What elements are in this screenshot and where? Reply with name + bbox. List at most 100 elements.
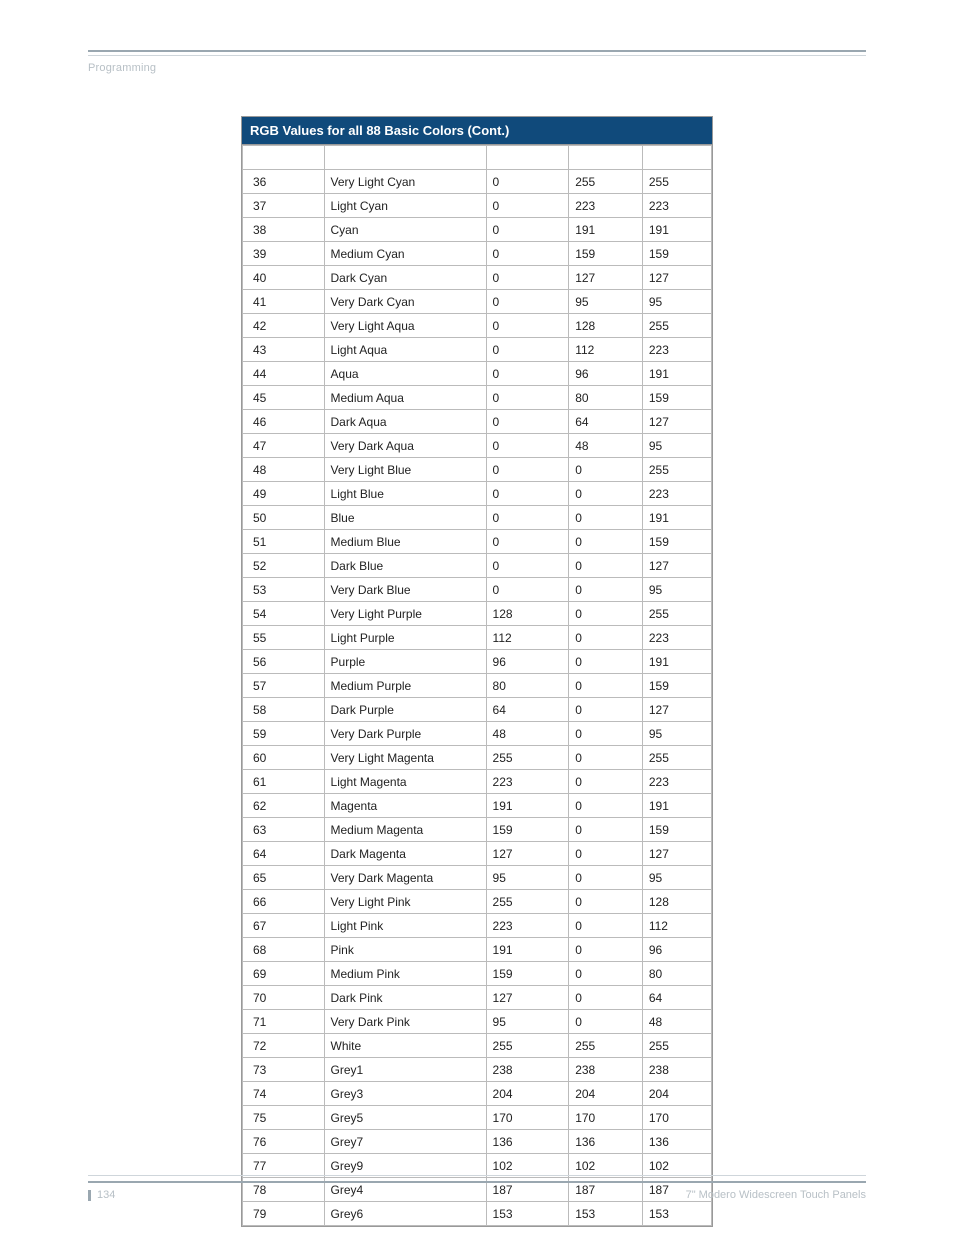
table-cell: 255	[486, 890, 569, 914]
table-cell: 0	[569, 506, 643, 530]
table-cell: 204	[569, 1082, 643, 1106]
table-cell: 95	[642, 434, 711, 458]
table-cell: 191	[642, 506, 711, 530]
table-row: 55Light Purple1120223	[243, 626, 712, 650]
table-cell: 127	[569, 266, 643, 290]
table-cell: Blue	[324, 506, 486, 530]
rgb-table: RGB Values for all 88 Basic Colors (Cont…	[241, 116, 713, 1227]
table-cell: Dark Pink	[324, 986, 486, 1010]
footer-rule	[88, 1181, 866, 1183]
table-cell: Light Blue	[324, 482, 486, 506]
table-cell: 55	[243, 626, 325, 650]
table-cell: 127	[642, 698, 711, 722]
table-cell: 238	[569, 1058, 643, 1082]
table-cell: 127	[642, 410, 711, 434]
table-cell: 0	[569, 914, 643, 938]
table-cell: Grey1	[324, 1058, 486, 1082]
page-number: 134	[88, 1189, 115, 1201]
table-cell: 159	[569, 242, 643, 266]
table-row: 36Very Light Cyan0255255	[243, 170, 712, 194]
table-cell: 255	[642, 746, 711, 770]
table-cell: 112	[486, 626, 569, 650]
table-row: 43Light Aqua0112223	[243, 338, 712, 362]
table-cell: 54	[243, 602, 325, 626]
table-cell: Medium Purple	[324, 674, 486, 698]
table-cell: 0	[486, 458, 569, 482]
table-row: 67Light Pink2230112	[243, 914, 712, 938]
table-row: 46Dark Aqua064127	[243, 410, 712, 434]
table-cell: Grey3	[324, 1082, 486, 1106]
table-cell: 223	[486, 770, 569, 794]
table-cell: 0	[486, 434, 569, 458]
table-row: 73Grey1238238238	[243, 1058, 712, 1082]
table-cell: 0	[569, 602, 643, 626]
table-cell: 0	[486, 194, 569, 218]
table-cell: 51	[243, 530, 325, 554]
table-cell: 159	[642, 386, 711, 410]
table-cell: Light Purple	[324, 626, 486, 650]
table-row: 70Dark Pink127064	[243, 986, 712, 1010]
table-cell: Aqua	[324, 362, 486, 386]
table-cell: 48	[642, 1010, 711, 1034]
table-cell: Very Dark Pink	[324, 1010, 486, 1034]
table-cell: 127	[642, 266, 711, 290]
table-cell: 64	[569, 410, 643, 434]
table-cell: 136	[569, 1130, 643, 1154]
table-cell: 0	[486, 314, 569, 338]
table-cell: 57	[243, 674, 325, 698]
table-cell: 223	[569, 194, 643, 218]
table-cell: Very Dark Cyan	[324, 290, 486, 314]
table-row: 44Aqua096191	[243, 362, 712, 386]
table-cell: 0	[569, 578, 643, 602]
table-cell: 255	[569, 170, 643, 194]
table-cell: 238	[642, 1058, 711, 1082]
table-cell: Dark Purple	[324, 698, 486, 722]
table-cell: 0	[486, 290, 569, 314]
table-cell: 127	[486, 842, 569, 866]
table-cell: 96	[642, 938, 711, 962]
table-cell: 223	[486, 914, 569, 938]
table-cell: 127	[486, 986, 569, 1010]
table-cell: 0	[569, 1010, 643, 1034]
table-cell: Grey5	[324, 1106, 486, 1130]
table-cell: 45	[243, 386, 325, 410]
table-cell: 0	[569, 722, 643, 746]
table-cell: 255	[642, 170, 711, 194]
table-cell: 0	[569, 890, 643, 914]
table-cell: 0	[569, 626, 643, 650]
table-row: 75Grey5170170170	[243, 1106, 712, 1130]
table-cell: 159	[486, 818, 569, 842]
table-cell: Dark Blue	[324, 554, 486, 578]
table-cell: 0	[569, 986, 643, 1010]
table-row: 62Magenta1910191	[243, 794, 712, 818]
table-cell: 64	[486, 698, 569, 722]
table-cell: 80	[486, 674, 569, 698]
table-cell: Medium Pink	[324, 962, 486, 986]
table-title: RGB Values for all 88 Basic Colors (Cont…	[242, 117, 712, 145]
table-cell: Light Magenta	[324, 770, 486, 794]
page: Programming RGB Values for all 88 Basic …	[0, 0, 954, 1235]
table-cell: Very Dark Aqua	[324, 434, 486, 458]
table-cell: 0	[569, 482, 643, 506]
table-cell: 76	[243, 1130, 325, 1154]
table-cell: 191	[642, 794, 711, 818]
table-row: 77Grey9102102102	[243, 1154, 712, 1178]
table-cell: 102	[642, 1154, 711, 1178]
table-cell: Very Light Blue	[324, 458, 486, 482]
table-row: 51Medium Blue00159	[243, 530, 712, 554]
table-cell: 255	[642, 314, 711, 338]
table-row: 72White255255255	[243, 1034, 712, 1058]
table-row: 61Light Magenta2230223	[243, 770, 712, 794]
table-cell: 69	[243, 962, 325, 986]
table-cell: 52	[243, 554, 325, 578]
table-row: 52Dark Blue00127	[243, 554, 712, 578]
table-cell: 95	[642, 578, 711, 602]
table-cell: 0	[569, 746, 643, 770]
table-cell: Grey6	[324, 1202, 486, 1226]
table-cell: 159	[642, 242, 711, 266]
table-cell: 255	[569, 1034, 643, 1058]
table-row: 58Dark Purple640127	[243, 698, 712, 722]
table-cell: 62	[243, 794, 325, 818]
table-cell: 112	[642, 914, 711, 938]
table-cell: 0	[486, 554, 569, 578]
